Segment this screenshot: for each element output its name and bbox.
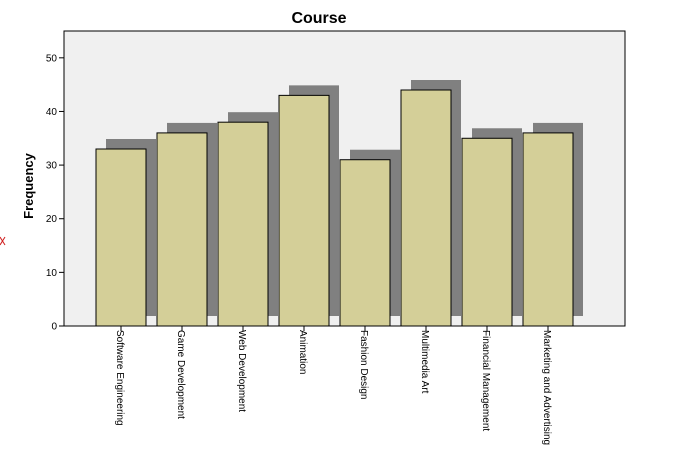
bar	[278, 94, 330, 327]
bar	[95, 148, 147, 327]
chart-title: Course	[291, 10, 346, 27]
category-label: Marketing and Advertising	[541, 330, 552, 445]
y-tick-label: 10	[46, 268, 58, 279]
y-axis: 0 10 20 30 40 50	[46, 53, 64, 333]
y-tick-label: 20	[46, 214, 58, 225]
bar	[461, 137, 513, 327]
bar	[522, 132, 574, 327]
y-tick-label: 0	[51, 322, 57, 333]
bar	[339, 159, 391, 327]
y-axis-label: Frequency	[21, 152, 36, 219]
category-label: Web Development	[236, 330, 247, 412]
category-label: Software Engineering	[114, 330, 125, 426]
y-tick-label: 50	[46, 53, 58, 64]
bar	[400, 89, 452, 327]
category-label: Animation	[297, 330, 308, 374]
y-tick-label: 30	[46, 161, 58, 172]
bar	[156, 132, 208, 327]
bar	[217, 121, 269, 327]
x-axis: Software Engineering Game Development Web …	[114, 326, 552, 445]
category-label: Game Development	[175, 330, 186, 419]
category-label: Financial Management	[480, 330, 491, 431]
y-tick-label: 40	[46, 107, 58, 118]
category-label: Multimedia Art	[419, 330, 430, 394]
category-label: Fashion Design	[358, 330, 369, 399]
bars	[95, 89, 574, 327]
red-marker	[0, 236, 6, 246]
